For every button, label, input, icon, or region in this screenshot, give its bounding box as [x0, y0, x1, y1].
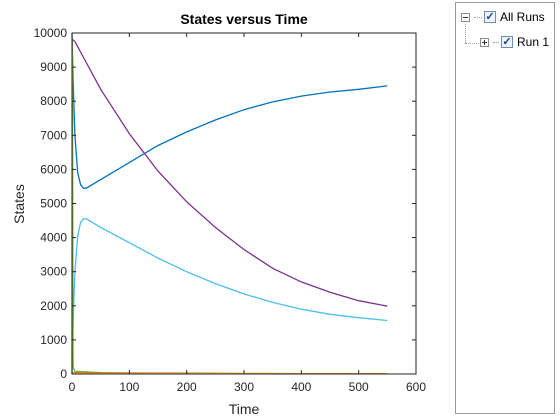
x-tick-label: 0 — [69, 380, 76, 394]
run-1-checkbox[interactable]: ✓ — [501, 36, 513, 48]
run-1-label: Run 1 — [517, 35, 550, 49]
chart-svg: States versus Time 0 100 200 300 400 500 600 0… — [11, 11, 426, 417]
y-tick-label: 0 — [60, 367, 67, 381]
all-runs-label: All Runs — [500, 10, 545, 24]
series-line-2 — [71, 38, 388, 307]
plot-lines — [71, 33, 388, 375]
x-tick-label: 300 — [234, 380, 254, 394]
x-tick-label: 600 — [406, 380, 426, 394]
all-runs-checkbox[interactable]: ✓ — [484, 11, 496, 23]
x-axis-title: Time — [229, 401, 260, 417]
tree-connector — [474, 16, 482, 18]
y-tick-label: 5000 — [40, 197, 67, 211]
y-tick-label: 8000 — [40, 94, 67, 108]
y-tick-label: 4000 — [40, 231, 67, 245]
expand-icon[interactable] — [480, 37, 489, 47]
tree-connector — [465, 43, 483, 44]
tree-connector — [493, 41, 499, 43]
series-line-4 — [71, 39, 388, 375]
tree-node-run-1[interactable]: ✓ Run 1 — [480, 34, 549, 50]
x-tick-label: 200 — [177, 380, 197, 394]
plot-area: States versus Time 0 100 200 300 400 500 600 0… — [11, 11, 426, 417]
series-line-1 — [71, 33, 388, 189]
x-tick-label: 500 — [349, 380, 369, 394]
y-axis-title: States — [11, 184, 27, 224]
y-tick-label: 3000 — [40, 265, 67, 279]
y-tick-label: 6000 — [40, 162, 67, 176]
collapse-icon[interactable] — [461, 12, 470, 22]
run-tree-panel: ✓ All Runs ✓ Run 1 — [455, 2, 555, 414]
x-tick-label: 100 — [119, 380, 139, 394]
x-ticks: 0 100 200 300 400 500 600 — [69, 33, 426, 394]
tree-connector — [465, 24, 466, 43]
series-line-3 — [71, 218, 388, 375]
axes-box — [71, 32, 417, 375]
y-tick-label: 9000 — [40, 60, 67, 74]
y-tick-label: 10000 — [34, 26, 68, 40]
tree-node-all-runs[interactable]: ✓ All Runs — [461, 9, 545, 25]
y-tick-label: 1000 — [40, 333, 67, 347]
y-tick-label: 2000 — [40, 299, 67, 313]
chart-title: States versus Time — [180, 11, 308, 27]
y-tick-label: 7000 — [40, 128, 67, 142]
x-tick-label: 400 — [291, 380, 311, 394]
y-ticks: 0 1000 2000 3000 4000 5000 6000 7000 8000 9000 100… — [34, 26, 416, 381]
